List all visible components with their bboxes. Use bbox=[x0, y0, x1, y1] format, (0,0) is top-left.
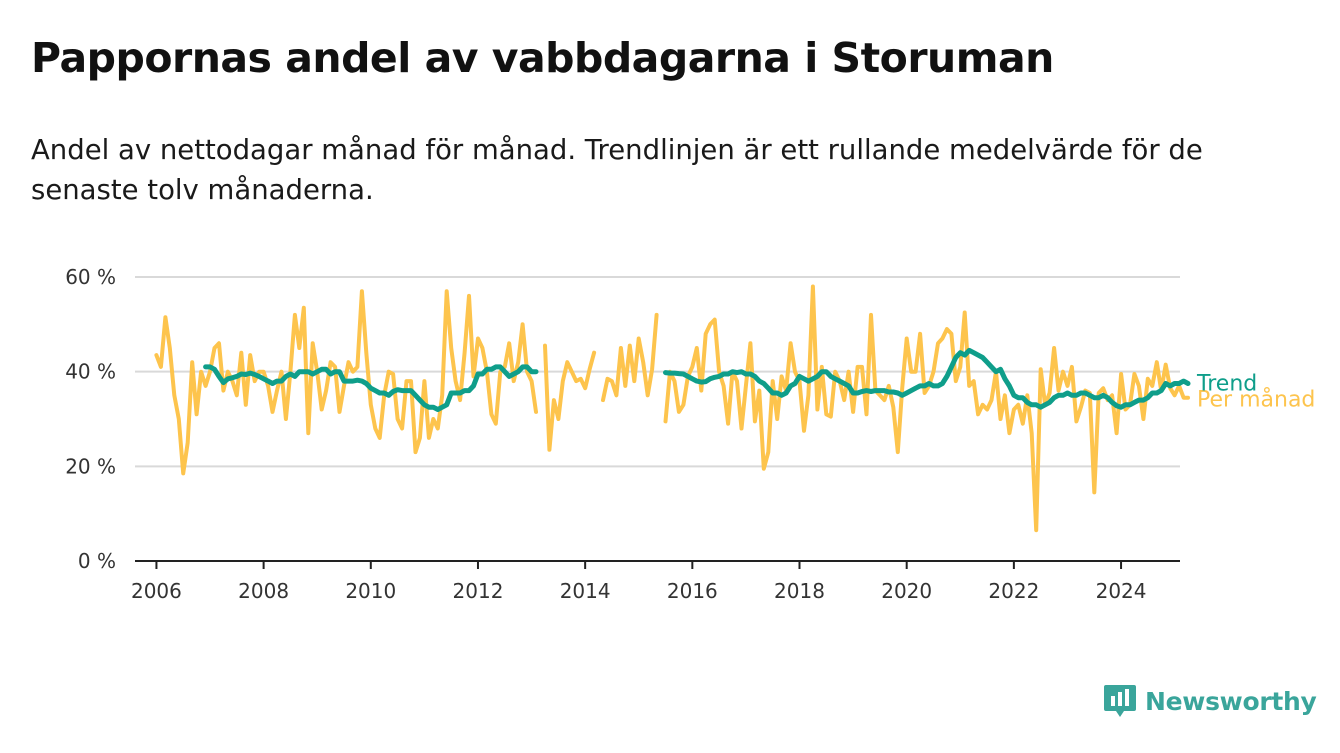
y-tick-label: 20 % bbox=[65, 454, 116, 478]
chart-title: Pappornas andel av vabbdagarna i Storuma… bbox=[31, 34, 1054, 82]
x-tick-label: 2014 bbox=[560, 579, 611, 603]
brand-name: Newsworthy bbox=[1145, 686, 1317, 716]
x-axis: 2006 2008 2010 2012 2014 2016 2018 2020 2022 2024 bbox=[131, 560, 1180, 603]
x-tick-label: 2016 bbox=[667, 579, 718, 603]
x-tick-label: 2022 bbox=[988, 579, 1039, 603]
y-tick-label: 0 % bbox=[78, 549, 116, 573]
monthly-series-line bbox=[154, 284, 1190, 533]
x-tick-label: 2012 bbox=[453, 579, 504, 603]
x-tick-label: 2020 bbox=[881, 579, 932, 603]
newsworthy-logo-icon bbox=[1104, 685, 1136, 717]
y-tick-label: 40 % bbox=[65, 360, 116, 384]
x-tick-label: 2010 bbox=[345, 579, 396, 603]
x-tick-label: 2008 bbox=[238, 579, 289, 603]
series-layer bbox=[154, 284, 1191, 533]
x-tick-label: 2018 bbox=[774, 579, 825, 603]
trend-series-line bbox=[203, 347, 1191, 412]
x-tick-label: 2006 bbox=[131, 579, 182, 603]
brand-logo: Newsworthy bbox=[1103, 683, 1317, 719]
x-tick-label: 2024 bbox=[1096, 579, 1147, 603]
y-axis-tick-labels: 0 % 20 % 40 % 60 % bbox=[65, 265, 116, 573]
chart-subtitle: Andel av nettodagar månad för månad. Tre… bbox=[31, 134, 1203, 206]
y-tick-label: 60 % bbox=[65, 265, 116, 289]
trend-series-label: Trend bbox=[1196, 372, 1257, 397]
monthly-series-label: Per månad bbox=[1197, 387, 1315, 413]
